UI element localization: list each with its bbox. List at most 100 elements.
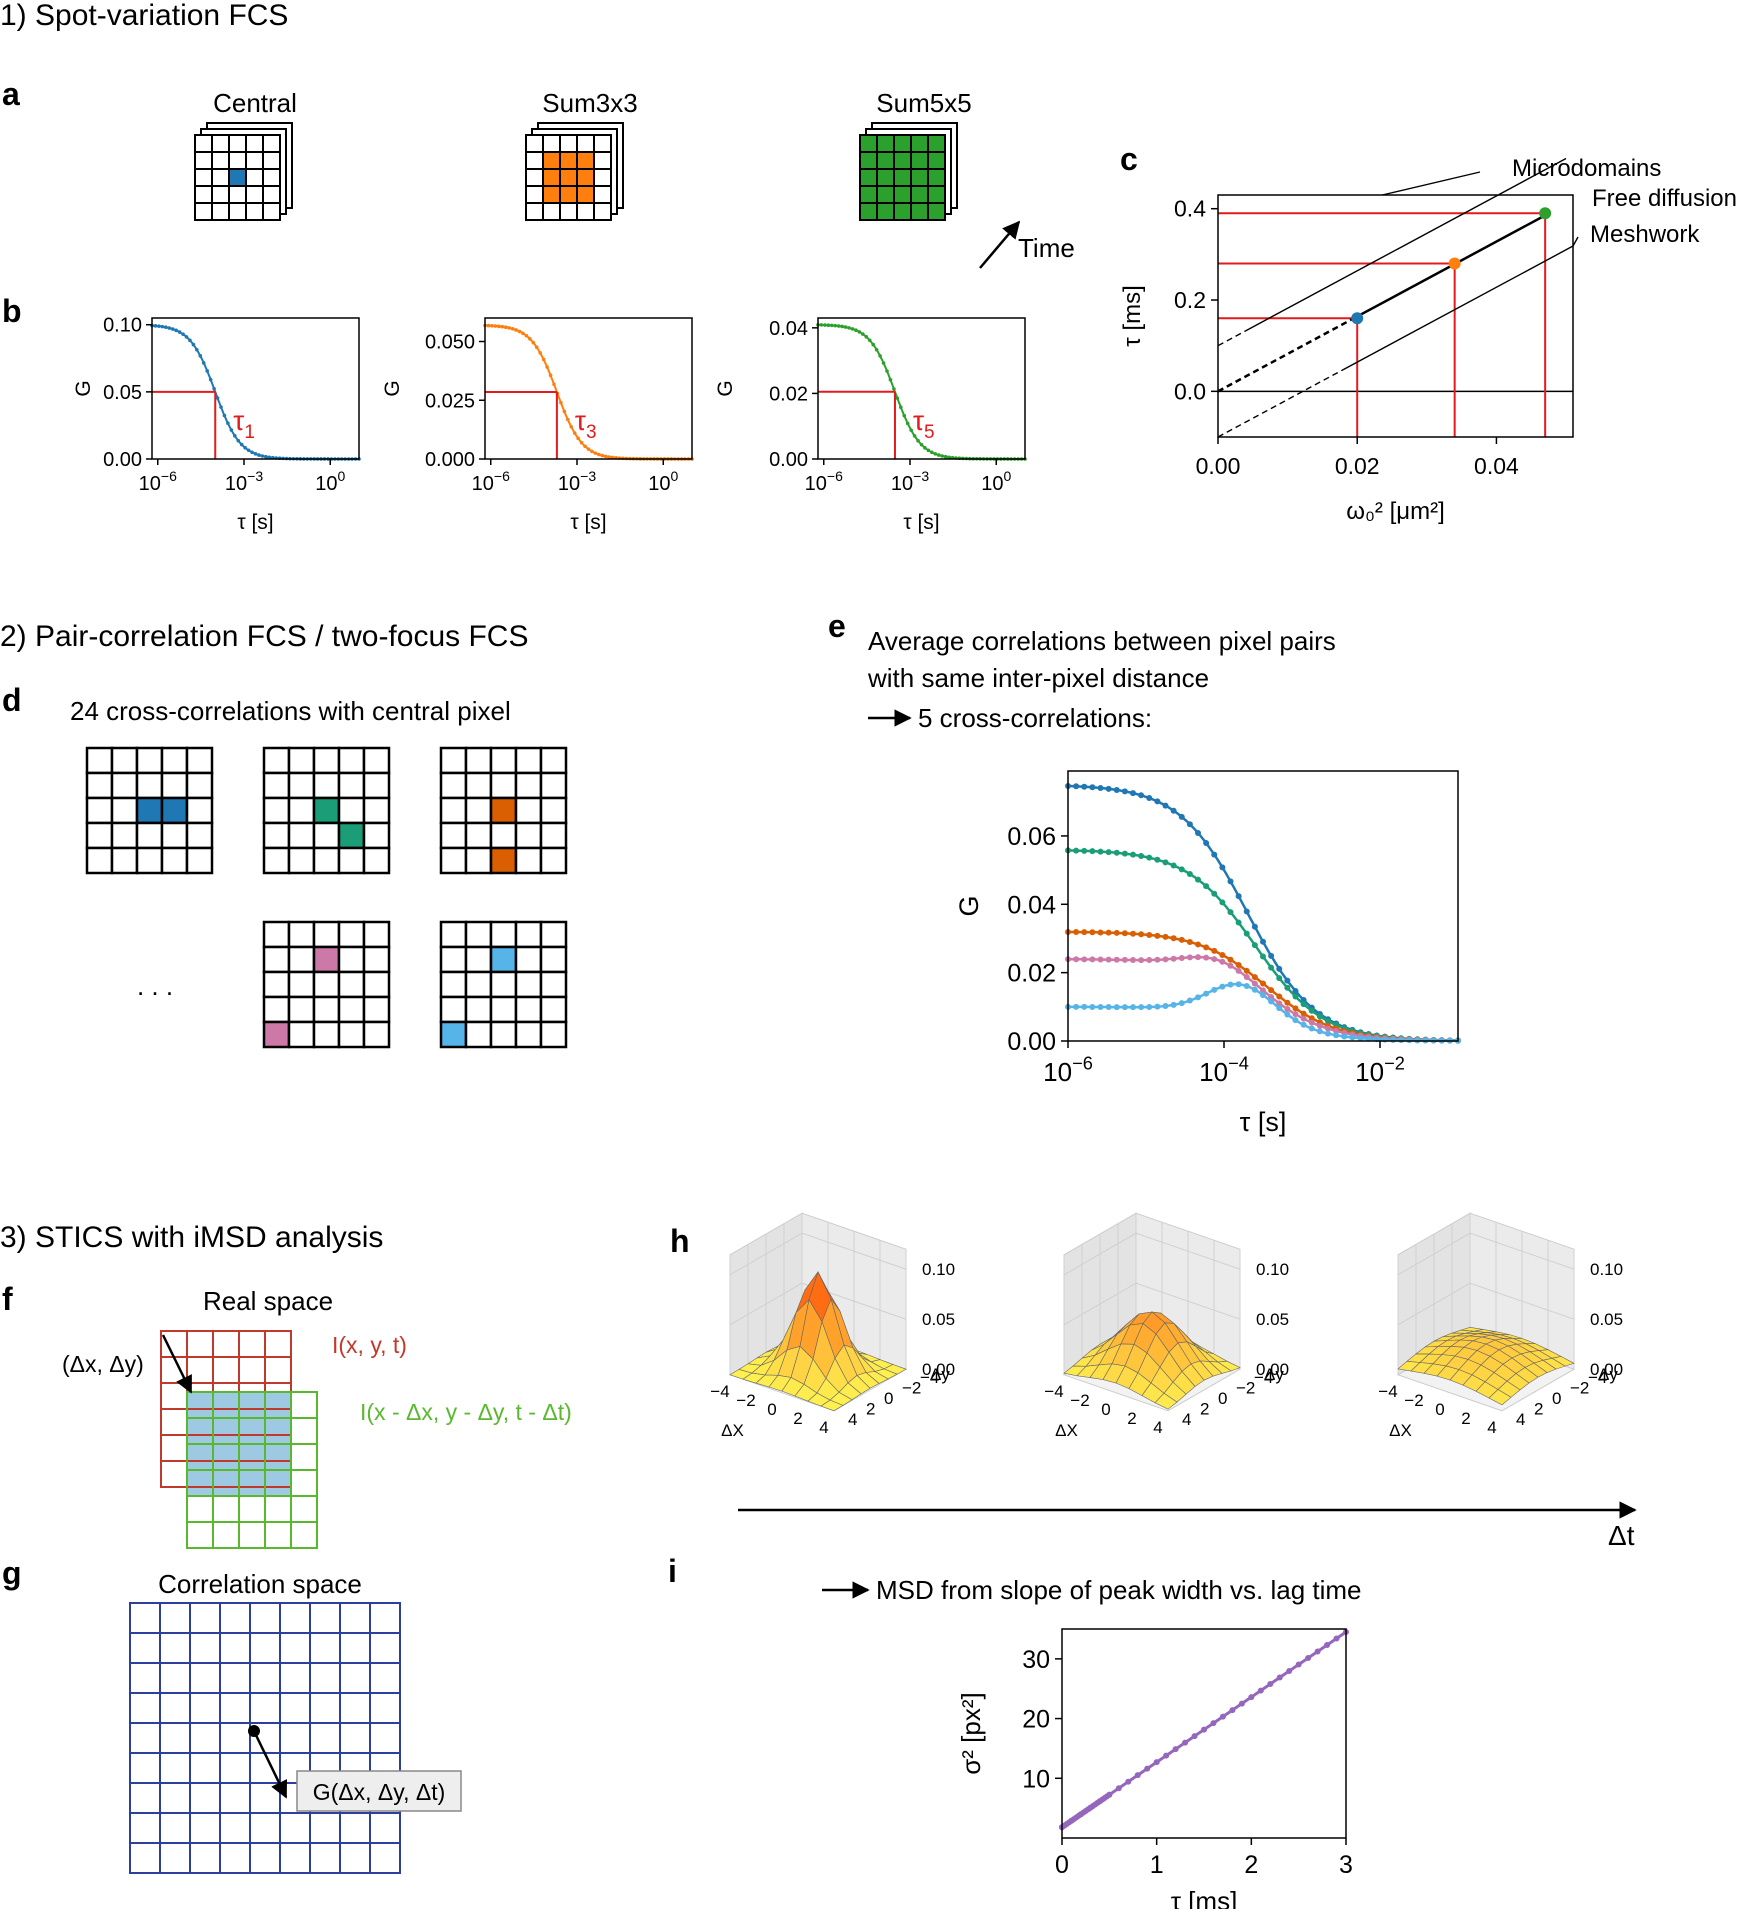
panel-h-surfaces: 0.100.050.00−4 −2 0 2 4 420−2−4ΔXΔy0.100.050.… xyxy=(710,1212,1623,1440)
correlation-pixel xyxy=(369,1602,401,1634)
section-title-stics: 3) STICS with iMSD analysis xyxy=(0,1221,383,1254)
data-point xyxy=(167,326,172,330)
pixel xyxy=(362,771,391,800)
y-tick-label: 0.02 xyxy=(1007,960,1056,988)
real-pixel xyxy=(160,1382,188,1410)
correlation-pixel xyxy=(189,1782,221,1814)
pixel-selected xyxy=(927,168,946,187)
pixel xyxy=(439,920,468,949)
y-tick-label: 0.0 xyxy=(1174,378,1206,404)
real-pixel xyxy=(264,1356,292,1384)
correlation-pixel xyxy=(129,1692,161,1724)
correlation-pixel xyxy=(249,1812,281,1844)
shifted-pixel xyxy=(238,1469,266,1497)
pixel-selected xyxy=(859,168,878,187)
data-point xyxy=(1162,802,1169,809)
data-point xyxy=(1333,1027,1340,1034)
correlation-pixel xyxy=(219,1602,251,1634)
data-point xyxy=(1073,1003,1080,1010)
x-tick-label: 10−6 xyxy=(1043,1053,1093,1087)
pixel xyxy=(489,746,518,775)
data-point xyxy=(552,382,556,387)
data-point xyxy=(1251,923,1258,930)
data-point xyxy=(1276,1674,1283,1681)
correlation-pixel xyxy=(249,1632,281,1664)
data-point xyxy=(1308,1025,1315,1032)
data-point xyxy=(246,448,251,453)
pixel xyxy=(514,796,543,825)
pixel xyxy=(287,970,316,999)
pixel-selected xyxy=(893,134,912,153)
correlation-pixel xyxy=(159,1722,191,1754)
pixel xyxy=(262,945,291,974)
data-point xyxy=(1243,983,1250,990)
image-label-2: I(x - Δx, y - Δy, t - Δt) xyxy=(360,1399,572,1425)
shifted-pixel xyxy=(186,1495,214,1523)
correlation-pixel xyxy=(279,1842,311,1874)
data-point xyxy=(1138,792,1145,799)
correlation-pixel xyxy=(339,1722,371,1754)
pixel xyxy=(337,970,366,999)
pixel xyxy=(439,995,468,1024)
pixel-selected xyxy=(559,185,578,204)
pixel xyxy=(135,846,164,875)
axes-frame xyxy=(1067,770,1459,1042)
data-point xyxy=(840,324,844,329)
pixel xyxy=(464,796,493,825)
data-point xyxy=(545,365,549,369)
pixel xyxy=(312,846,341,875)
data-point xyxy=(233,433,237,438)
data-point xyxy=(1300,1021,1307,1028)
tick-exponent: −3 xyxy=(247,468,263,484)
data-point xyxy=(1201,1726,1207,1733)
data-point xyxy=(857,330,862,334)
data-point xyxy=(1308,1015,1315,1022)
pixel xyxy=(287,995,316,1024)
data-point xyxy=(1292,993,1299,1000)
data-point xyxy=(871,342,875,347)
data-point xyxy=(902,413,907,418)
real-pixel xyxy=(212,1330,240,1358)
correlation-pixel xyxy=(369,1722,401,1754)
data-point xyxy=(212,386,216,391)
chart-e-cross-correlations: 10−6 10−4 10−2 0.00 0.02 0.04 0.06 τ [s] G xyxy=(954,770,1461,1137)
pixel xyxy=(211,134,230,153)
shifted-pixel xyxy=(238,1391,266,1419)
data-point xyxy=(833,323,838,328)
y-tick-label: −2 xyxy=(1570,1379,1589,1398)
data-point xyxy=(878,354,882,358)
pixel xyxy=(160,821,189,850)
y-tick-label: 2 xyxy=(1200,1399,1209,1418)
correlation-pixel xyxy=(279,1602,311,1634)
y-tick-label: −2 xyxy=(902,1379,921,1398)
data-point xyxy=(1210,1720,1217,1727)
correlation-pixel xyxy=(159,1842,191,1874)
data-point xyxy=(239,442,244,447)
data-point xyxy=(1138,1004,1145,1011)
shifted-pixel xyxy=(186,1443,214,1471)
panel-e-text-2: with same inter-pixel distance xyxy=(867,663,1209,693)
y-tick-label: 0.050 xyxy=(425,332,475,354)
data-point xyxy=(1113,849,1120,856)
pixel-selected xyxy=(859,185,878,204)
x-axis-label: ω₀² [μm²] xyxy=(1346,498,1445,525)
x-tick-label: 4 xyxy=(1153,1418,1162,1437)
panel-e-text-3: 5 cross-correlations: xyxy=(918,703,1152,733)
pixel xyxy=(514,920,543,949)
pixel xyxy=(593,185,612,204)
data-point xyxy=(1211,890,1218,897)
pixel xyxy=(337,1020,366,1049)
correlation-pixel xyxy=(159,1662,191,1694)
data-point xyxy=(843,325,848,329)
data-point xyxy=(854,328,858,333)
real-pixel xyxy=(160,1460,188,1488)
shifted-pixel xyxy=(238,1417,266,1445)
pixel xyxy=(185,771,214,800)
data-point xyxy=(1195,829,1201,836)
data-point xyxy=(864,335,869,339)
data-point xyxy=(201,361,206,365)
y-axis-label: Δy xyxy=(930,1365,950,1384)
data-point xyxy=(1106,1791,1113,1798)
x-axis-label: τ [s] xyxy=(570,511,606,534)
x-tick-label: 2 xyxy=(793,1409,802,1428)
